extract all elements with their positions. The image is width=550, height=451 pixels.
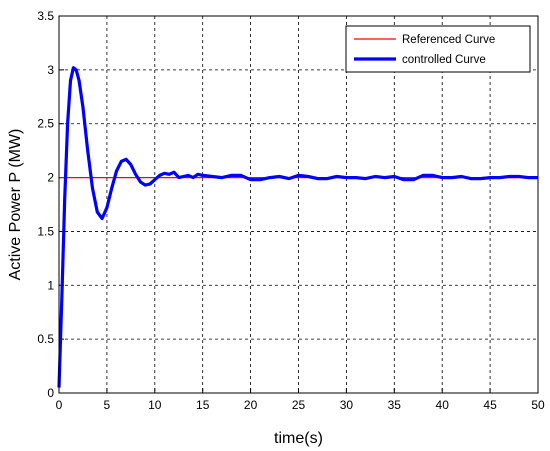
x-axis-label: time(s) bbox=[274, 430, 323, 447]
x-tick-label: 5 bbox=[104, 398, 111, 412]
axis-ticks: 0 5 10 15 20 25 30 35 40 45 50 0 0.5 1 1.5 2 2.5 3 3.5 bbox=[37, 9, 545, 412]
y-tick-label: 2 bbox=[47, 171, 54, 185]
y-tick-label: 3 bbox=[47, 63, 54, 77]
x-tick-label: 25 bbox=[292, 398, 306, 412]
legend-box bbox=[345, 25, 531, 73]
y-tick-label: 0.5 bbox=[37, 332, 54, 346]
y-tick-label: 3.5 bbox=[37, 9, 54, 23]
x-tick-label: 45 bbox=[483, 398, 497, 412]
y-axis-label: Active Power P (MW) bbox=[7, 129, 24, 281]
x-tick-label: 20 bbox=[244, 398, 258, 412]
x-tick-label: 40 bbox=[436, 398, 450, 412]
x-tick-label: 30 bbox=[340, 398, 354, 412]
y-tick-label: 1.5 bbox=[37, 224, 54, 238]
series-layer bbox=[57, 66, 538, 388]
x-tick-label: 15 bbox=[196, 398, 210, 412]
legend-label-0: Referenced Curve bbox=[402, 34, 495, 46]
legend-label-1: controlled Curve bbox=[402, 54, 486, 66]
x-tick-label: 10 bbox=[148, 398, 162, 412]
x-tick-label: 35 bbox=[388, 398, 402, 412]
legend: Referenced Curve controlled Curve bbox=[345, 25, 531, 73]
y-tick-label: 0 bbox=[47, 386, 54, 400]
plot-frame bbox=[58, 15, 539, 394]
x-tick-label: 0 bbox=[56, 398, 63, 412]
series-line-1 bbox=[57, 66, 538, 388]
y-tick-label: 2.5 bbox=[37, 117, 54, 131]
y-tick-label: 1 bbox=[47, 278, 54, 292]
x-tick-label: 50 bbox=[531, 398, 545, 412]
